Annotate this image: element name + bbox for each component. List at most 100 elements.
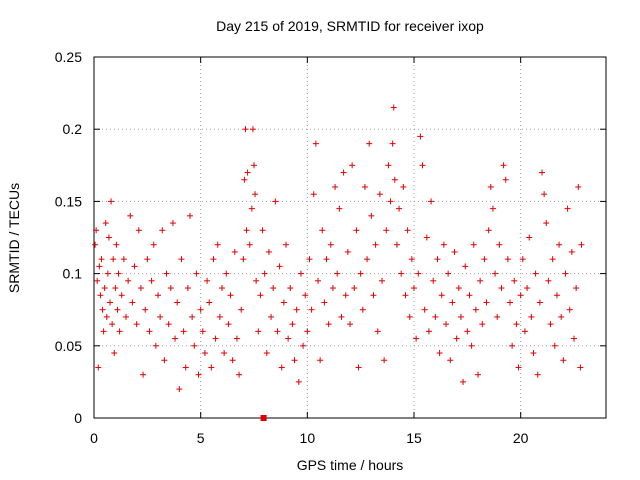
data-point [231, 248, 238, 255]
data-point [391, 176, 398, 183]
data-point [511, 277, 518, 284]
data-point [387, 198, 394, 205]
y-axis-ticks: 0 0.05 0.1 0.15 0.2 0.25 [55, 49, 606, 426]
data-point [257, 292, 264, 299]
data-point [210, 256, 217, 263]
data-point [342, 292, 349, 299]
data-point [261, 270, 268, 277]
data-point [434, 256, 441, 263]
data-point [272, 198, 279, 205]
data-point [174, 299, 181, 306]
data-point [415, 270, 422, 277]
data-point [464, 328, 471, 335]
data-point [359, 306, 366, 313]
data-point [402, 292, 409, 299]
data-point [408, 256, 415, 263]
data-point [551, 342, 558, 349]
data-point [214, 241, 221, 248]
data-point [221, 350, 228, 357]
data-point [361, 183, 368, 190]
data-point [144, 256, 151, 263]
data-point [351, 285, 358, 292]
data-point [419, 162, 426, 169]
data-point [98, 256, 105, 263]
data-point [187, 212, 193, 219]
data-point [184, 285, 191, 292]
x-tick-label: 5 [197, 430, 205, 446]
data-point [216, 313, 223, 320]
data-point [112, 285, 119, 292]
y-tick-label: 0.05 [55, 338, 82, 354]
data-point [534, 371, 541, 378]
data-point [321, 299, 328, 306]
data-point [524, 285, 531, 292]
data-point [265, 248, 272, 255]
data-point [176, 386, 183, 393]
data-point [109, 321, 116, 328]
data-point [208, 364, 215, 371]
data-point [108, 198, 115, 205]
data-point [92, 241, 99, 248]
data-point [558, 313, 565, 320]
data-point [539, 169, 545, 176]
x-tick-label: 10 [300, 430, 316, 446]
data-point [547, 321, 554, 328]
data-point [400, 183, 407, 190]
data-point [398, 270, 405, 277]
data-point [150, 241, 157, 248]
data-point [385, 162, 392, 169]
data-point [355, 364, 362, 371]
data-point [103, 313, 110, 320]
x-tick-label: 20 [513, 430, 529, 446]
data-point [462, 263, 469, 270]
data-point [549, 256, 556, 263]
data-point [443, 321, 449, 328]
data-point [376, 191, 383, 198]
y-tick-label: 0.1 [63, 266, 83, 282]
data-point [212, 335, 219, 342]
data-point [306, 256, 313, 263]
data-point [370, 292, 377, 299]
data-point [118, 292, 125, 299]
data-point [107, 299, 113, 306]
data-point [113, 241, 120, 248]
data-point [189, 313, 196, 320]
data-point [116, 328, 123, 335]
data-point [364, 256, 371, 263]
y-tick-label: 0.2 [63, 121, 83, 137]
data-point [453, 335, 460, 342]
data-point [101, 285, 108, 292]
data-point [178, 256, 185, 263]
data-point [169, 220, 176, 227]
data-point [105, 234, 112, 241]
data-point [573, 285, 580, 292]
data-point [255, 328, 262, 335]
data-point [323, 256, 330, 263]
data-point [93, 227, 100, 234]
x-tick-label: 0 [90, 430, 98, 446]
data-point [381, 357, 388, 364]
data-point [451, 248, 458, 255]
data-point [191, 342, 198, 349]
data-point [372, 241, 379, 248]
data-point [172, 335, 179, 342]
data-point [137, 285, 144, 292]
data-point [251, 162, 257, 169]
data-point [357, 270, 364, 277]
data-point [556, 241, 563, 248]
data-point [336, 205, 343, 212]
data-point [276, 263, 283, 270]
y-tick-label: 0.25 [55, 49, 82, 65]
data-point [300, 342, 307, 349]
data-point [259, 227, 266, 234]
data-point [440, 241, 447, 248]
data-point [500, 162, 507, 169]
data-point [460, 378, 467, 385]
data-point [167, 285, 174, 292]
data-point [472, 306, 479, 313]
data-point [436, 350, 443, 357]
data-point [97, 292, 104, 299]
data-point [366, 140, 373, 147]
data-point [199, 328, 206, 335]
data-point [148, 277, 155, 284]
